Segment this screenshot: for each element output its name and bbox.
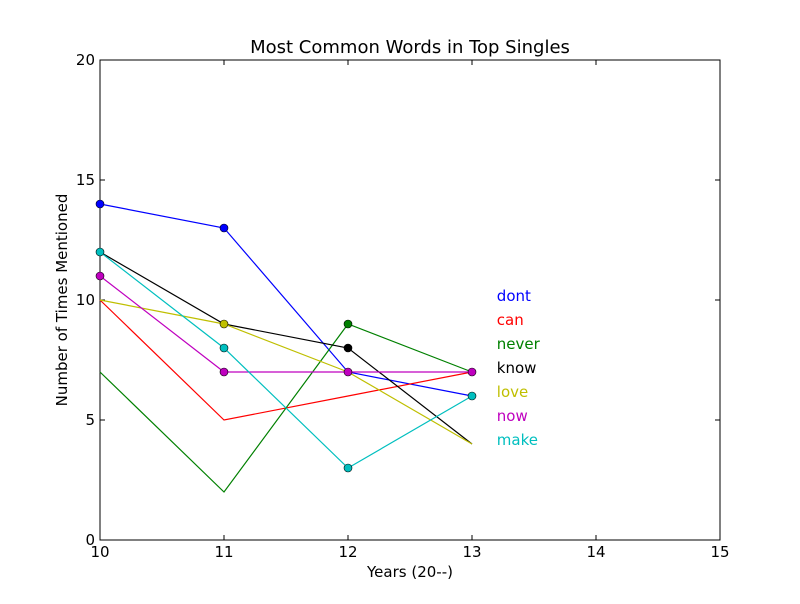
x-tick-label: 11 xyxy=(214,543,233,561)
x-tick-label: 14 xyxy=(586,543,605,561)
y-axis-label: Number of Times Mentioned xyxy=(53,194,71,407)
plot-area: 10 11 12 13 14 15 0 5 10 15 20 dont can never know love… xyxy=(76,51,730,561)
y-tick-label: 0 xyxy=(85,531,95,549)
data-point-now xyxy=(95,271,105,281)
x-tick-label: 13 xyxy=(462,543,481,561)
x-tick-label: 15 xyxy=(710,543,729,561)
data-point-never xyxy=(343,319,353,329)
data-point-make xyxy=(95,247,105,257)
data-point-make xyxy=(467,391,477,401)
data-point-now xyxy=(343,367,353,377)
series-line-make xyxy=(99,251,473,469)
data-point-now xyxy=(219,367,229,377)
series-label-now: now xyxy=(497,407,528,425)
chart-title: Most Common Words in Top Singles xyxy=(250,37,570,58)
data-point-make xyxy=(343,463,353,473)
series-label-can: can xyxy=(497,311,524,329)
data-point-know xyxy=(343,343,353,353)
series-line-know xyxy=(99,251,473,445)
y-tick-label: 20 xyxy=(76,51,95,69)
series-label-make: make xyxy=(497,431,538,449)
series-label-know: know xyxy=(497,359,537,377)
data-point-now xyxy=(467,367,477,377)
data-point-dont xyxy=(95,199,105,209)
y-tick-label: 10 xyxy=(76,291,95,309)
y-tick-label: 5 xyxy=(85,411,95,429)
series-label-never: never xyxy=(497,335,541,353)
x-tick-label: 12 xyxy=(338,543,357,561)
data-point-dont xyxy=(219,223,229,233)
x-axis-label: Years (20--) xyxy=(366,563,453,581)
series-label-love: love xyxy=(497,383,528,401)
x-tick-label: 10 xyxy=(90,543,109,561)
series-label-dont: dont xyxy=(497,287,531,305)
data-point-make xyxy=(219,343,229,353)
data-point-love xyxy=(219,319,229,329)
y-tick-label: 15 xyxy=(76,171,95,189)
series-line-now xyxy=(99,275,472,373)
series-line-love xyxy=(99,299,473,445)
